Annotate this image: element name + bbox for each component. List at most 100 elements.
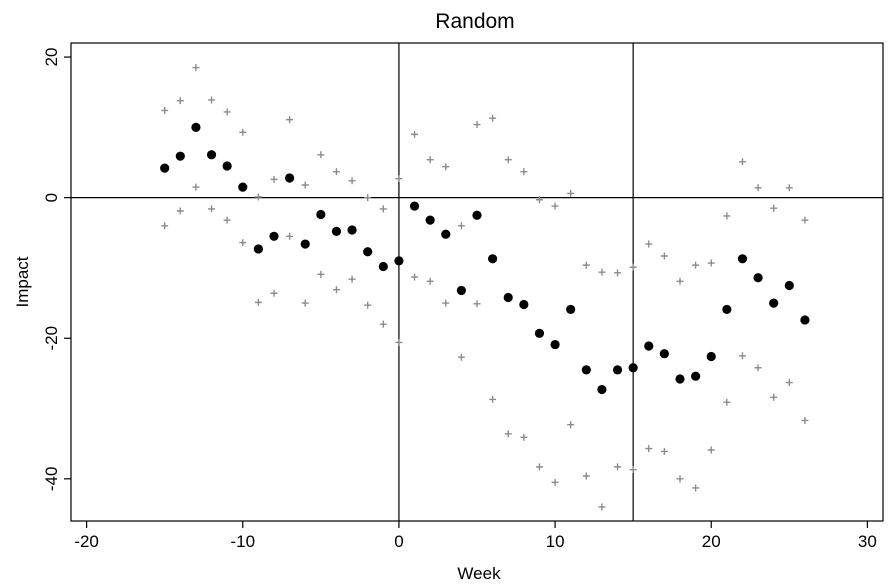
lower-bound-point [801,416,809,424]
estimate-point [737,254,748,264]
estimate-point [378,261,388,272]
estimate-point [191,122,201,132]
lower-bound-point [442,299,450,307]
lower-bound-point [457,353,465,361]
estimate-point [456,285,466,296]
upper-bound-point [738,158,746,166]
lower-bound-point [426,277,434,285]
x-tick-label: 0 [394,532,403,551]
estimate-point [800,315,810,325]
upper-bound-point [660,252,668,260]
y-tick-label: -20 [42,326,61,351]
x-tick-label: 30 [858,532,877,551]
upper-bound-point [551,202,559,210]
estimate-point [441,229,451,239]
lower-bound-point [520,433,528,441]
estimate-point [628,363,638,373]
upper-bound-point [473,121,481,129]
estimate-point [644,341,654,351]
upper-bound-series [161,64,809,285]
lower-bound-point [332,286,340,294]
y-tick-label: -40 [42,467,61,492]
lower-bound-point [754,364,762,372]
upper-bound-point [208,96,216,104]
upper-bound-point [239,128,247,136]
lower-bound-point [504,430,512,438]
upper-bound-point [692,261,700,269]
lower-bound-point [223,216,231,224]
lower-bound-point [551,478,559,486]
x-axis: -20 -10 0 10 20 30 [74,521,877,551]
estimate-point [566,304,576,315]
lower-bound-point [582,472,590,480]
estimate-point [331,226,342,236]
upper-bound-point [254,193,262,201]
estimate-point [238,182,248,192]
upper-bound-point [535,196,543,204]
estimate-point [691,371,701,381]
upper-bound-point [801,216,809,224]
estimate-point [175,151,185,161]
lower-bound-series [161,183,809,511]
lower-bound-point [348,275,356,283]
lower-bound-point [707,446,715,454]
estimate-point [394,256,404,266]
upper-bound-point [754,184,762,192]
upper-bound-point [379,205,387,213]
estimate-point [269,231,279,241]
lower-bound-point [645,445,653,453]
upper-bound-point [301,181,309,189]
upper-bound-point [504,156,512,164]
x-tick-label: 20 [702,532,721,551]
upper-bound-point [489,114,497,122]
lower-bound-point [192,183,200,191]
upper-bound-point [395,175,403,183]
estimate-point [472,210,482,220]
upper-bound-point [442,163,450,171]
y-tick-label: 0 [42,193,61,202]
estimate-point [675,374,685,384]
lower-bound-point [208,205,216,213]
estimate-point [222,161,232,171]
upper-bound-point [598,268,606,276]
x-axis-label: Week [457,564,501,583]
estimate-point [753,273,763,283]
estimate-point [722,304,732,315]
estimate-point [503,292,513,303]
estimate-point [300,239,310,249]
estimate-point [206,150,217,160]
upper-bound-point [223,108,231,116]
upper-bound-point [161,106,169,114]
upper-bound-point [676,277,684,285]
estimate-point [160,163,170,173]
lower-bound-point [676,475,684,483]
estimate-point [706,351,716,362]
estimate-point [285,173,295,183]
estimate-point [659,349,669,359]
estimate-point [769,298,779,308]
upper-bound-point [723,212,731,220]
lower-bound-point [535,463,543,471]
estimate-point [363,247,373,257]
upper-bound-point [426,156,434,164]
lower-bound-point [270,289,278,297]
estimate-point [534,328,545,338]
estimate-point [519,299,529,310]
upper-bound-point [645,240,653,248]
upper-bound-point [176,97,184,105]
upper-bound-point [614,269,622,277]
estimate-point [488,254,498,264]
estimate-point [612,365,623,375]
upper-bound-point [582,261,590,269]
estimate-point [253,244,263,254]
lower-bound-point [317,270,325,278]
lower-bound-point [598,503,606,511]
estimate-point [425,215,435,225]
lower-bound-point [489,395,497,403]
upper-bound-point [364,194,372,202]
lower-bound-point [567,421,575,429]
lower-bound-point [723,398,731,406]
lower-bound-point [239,239,247,247]
lower-bound-point [364,301,372,309]
